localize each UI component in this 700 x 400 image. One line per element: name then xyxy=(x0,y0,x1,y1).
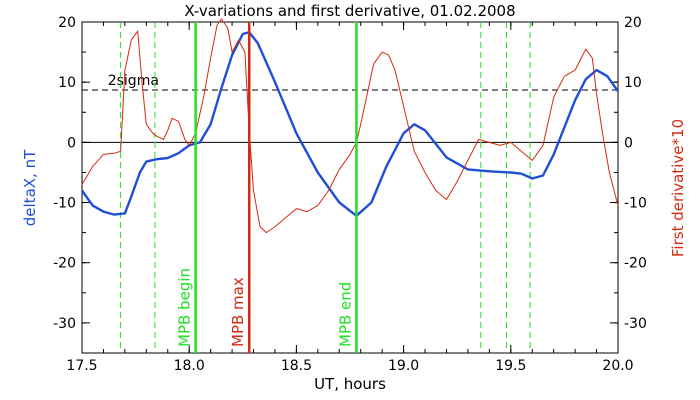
y-tick-label-left: 0 xyxy=(67,135,76,151)
x-tick-label: 20.0 xyxy=(602,358,633,374)
y-tick-label-left: -30 xyxy=(53,316,76,332)
plot-area: 17.5 18.0 18.5 19.0 19.5 20.0 20 20 10 10 0 0 -10 -10… xyxy=(53,15,647,374)
y-tick-label-left: 20 xyxy=(58,15,76,31)
sigma-label: 2sigma xyxy=(108,73,159,89)
event-marker-label: MPB begin xyxy=(176,268,194,347)
y-tick-label-right: 10 xyxy=(624,75,642,91)
y-tick-label-right: -10 xyxy=(624,196,647,212)
deltax-series-line xyxy=(81,31,619,217)
derivative-series-line xyxy=(81,18,619,234)
x-tick-label: 19.5 xyxy=(495,358,526,374)
y-tick-label-left: -20 xyxy=(53,256,76,272)
y-axis-label-right: First derivative*10 xyxy=(669,119,687,257)
y-tick-label-right: 20 xyxy=(624,15,642,31)
y-tick-label-right: -30 xyxy=(624,316,647,332)
x-tick-label: 18.0 xyxy=(174,358,205,374)
x-tick-label: 18.5 xyxy=(281,358,312,374)
y-axis-label-left: deltaX, nT xyxy=(21,149,39,226)
chart-title: X-variations and first derivative, 01.02… xyxy=(184,2,515,20)
plot-frame xyxy=(81,21,619,354)
event-marker-label: MPB end xyxy=(336,282,354,347)
y-tick-label-right: 0 xyxy=(624,135,633,151)
x-tick-label: 19.0 xyxy=(388,358,419,374)
x-tick-label: 17.5 xyxy=(66,358,97,374)
event-marker-label: MPB max xyxy=(229,277,247,347)
x-axis-label: UT, hours xyxy=(314,375,386,393)
y-tick-label-left: -10 xyxy=(53,196,76,212)
y-tick-label-left: 10 xyxy=(58,75,76,91)
y-tick-label-right: -20 xyxy=(624,256,647,272)
